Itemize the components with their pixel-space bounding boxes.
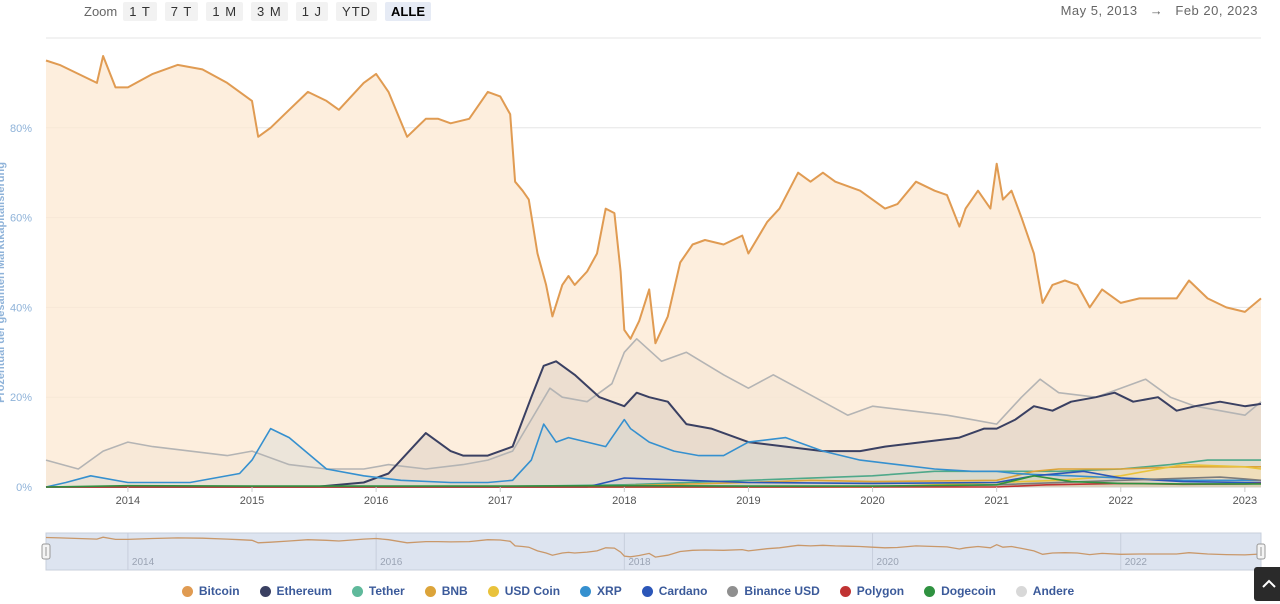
legend-marker-icon bbox=[181, 585, 193, 597]
series-line-cardano bbox=[46, 470, 1261, 488]
zoom-selector: Zoom 1 T 7 T 1 M 3 M 1 J YTD ALLE bbox=[84, 1, 439, 21]
navigator-tick-label: 2018 bbox=[628, 557, 651, 568]
series-line-ethereum bbox=[46, 360, 1262, 488]
x-tick-label: 2017 bbox=[488, 495, 512, 507]
y-tick-label: 40% bbox=[10, 302, 32, 314]
date-range: May 5, 2013 → Feb 20, 2023 bbox=[1061, 3, 1258, 18]
x-tick-label: 2018 bbox=[612, 495, 636, 507]
legend-label: Bitcoin bbox=[198, 584, 240, 598]
legend-item-bitcoin[interactable]: Bitcoin bbox=[181, 584, 240, 598]
legend-marker-icon bbox=[424, 585, 436, 597]
zoom-3m-button[interactable]: 3 M bbox=[251, 1, 288, 21]
legend-item-polygon[interactable]: Polygon bbox=[839, 584, 905, 598]
navigator-tick-label: 2020 bbox=[877, 557, 900, 568]
zoom-1d-button[interactable]: 1 T bbox=[123, 1, 157, 21]
x-tick-label: 2015 bbox=[240, 495, 264, 507]
legend-label: XRP bbox=[597, 584, 622, 598]
legend-marker-icon bbox=[580, 585, 592, 597]
legend-label: BNB bbox=[441, 584, 468, 598]
legend-label: Ethereum bbox=[276, 584, 332, 598]
arrow-right-icon: → bbox=[1149, 3, 1164, 18]
series-line-andere bbox=[45, 338, 1262, 470]
legend-item-andere[interactable]: Andere bbox=[1015, 584, 1075, 598]
series-area-bitcoin bbox=[46, 56, 1261, 487]
legend-item-usd-coin[interactable]: USD Coin bbox=[487, 584, 561, 598]
legend-label: Cardano bbox=[658, 584, 708, 598]
series-line-dogecoin bbox=[45, 475, 1261, 488]
x-tick-label: 2023 bbox=[1233, 495, 1257, 507]
x-tick-label: 2020 bbox=[860, 495, 884, 507]
legend: Bitcoin Ethereum Tether BNB USD Coin XRP Carda… bbox=[0, 584, 1256, 598]
navigator-series-line bbox=[45, 536, 1262, 558]
date-range-from[interactable]: May 5, 2013 bbox=[1060, 3, 1138, 18]
zoom-1m-button[interactable]: 1 M bbox=[206, 1, 244, 21]
legend-item-ethereum[interactable]: Ethereum bbox=[259, 584, 332, 598]
legend-marker-icon bbox=[924, 585, 936, 597]
series-line-bitcoin bbox=[45, 55, 1262, 345]
zoom-1y-button[interactable]: 1 J bbox=[295, 1, 329, 21]
y-tick-label: 80% bbox=[10, 123, 32, 135]
navigator-window bbox=[45, 532, 1262, 571]
navigator-tick-label: 2014 bbox=[132, 557, 155, 568]
legend-label: Polygon bbox=[856, 584, 905, 598]
y-tick-label: 60% bbox=[10, 213, 32, 225]
legend-item-cardano[interactable]: Cardano bbox=[641, 584, 708, 598]
y-tick-label: 20% bbox=[10, 392, 32, 404]
legend-marker-icon bbox=[727, 585, 739, 597]
y-axis-title: Prozentual der gesamten Marktkapitalisie… bbox=[0, 162, 7, 403]
legend-marker-icon bbox=[641, 585, 653, 597]
zoom-7d-button[interactable]: 7 T bbox=[164, 1, 199, 21]
legend-label: Tether bbox=[368, 584, 405, 598]
legend-item-dogecoin[interactable]: Dogecoin bbox=[924, 584, 996, 598]
legend-marker-icon bbox=[1015, 585, 1027, 597]
legend-item-xrp[interactable]: XRP bbox=[580, 584, 622, 598]
legend-item-binance-usd[interactable]: Binance USD bbox=[727, 584, 820, 598]
y-tick-label: 0% bbox=[16, 482, 32, 494]
x-tick-label: 2019 bbox=[736, 495, 760, 507]
legend-marker-icon bbox=[259, 585, 271, 597]
x-tick-label: 2021 bbox=[984, 495, 1008, 507]
legend-label: USD Coin bbox=[504, 584, 561, 598]
x-tick-label: 2016 bbox=[364, 495, 388, 507]
series-line-xrp bbox=[45, 418, 1261, 488]
legend-item-tether[interactable]: Tether bbox=[351, 584, 405, 598]
legend-label: Andere bbox=[1032, 584, 1075, 598]
x-tick-label: 2014 bbox=[116, 495, 140, 507]
legend-label: Dogecoin bbox=[941, 584, 996, 598]
legend-marker-icon bbox=[487, 585, 499, 597]
legend-marker-icon bbox=[839, 585, 851, 597]
legend-item-bnb[interactable]: BNB bbox=[424, 584, 468, 598]
legend-label: Binance USD bbox=[744, 584, 820, 598]
navigator-tick-label: 2016 bbox=[380, 557, 403, 568]
zoom-label: Zoom bbox=[84, 3, 118, 19]
date-range-to[interactable]: Feb 20, 2023 bbox=[1175, 3, 1258, 18]
chevron-up-icon bbox=[1262, 579, 1276, 588]
navigator-tick-label: 2022 bbox=[1125, 557, 1148, 568]
legend-marker-icon bbox=[351, 585, 363, 597]
zoom-all-button[interactable]: ALLE bbox=[385, 1, 431, 21]
scroll-top-button[interactable] bbox=[1254, 567, 1280, 601]
zoom-ytd-button[interactable]: YTD bbox=[336, 1, 378, 21]
x-tick-label: 2022 bbox=[1109, 495, 1133, 507]
